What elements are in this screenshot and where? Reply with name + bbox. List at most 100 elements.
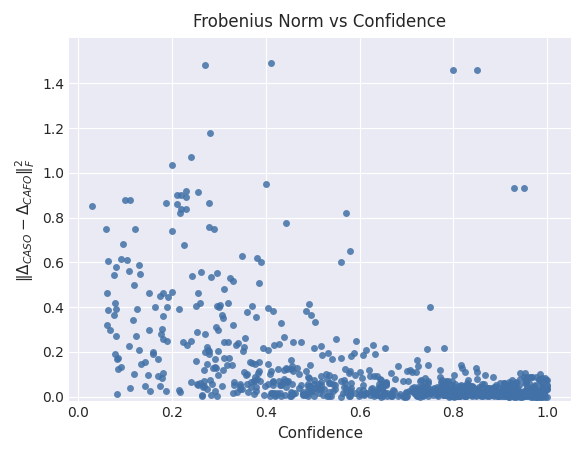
Point: [458, 387, 468, 394]
Point: [531, 393, 540, 400]
Point: [259, 344, 268, 351]
Point: [144, 289, 154, 296]
Point: [280, 334, 289, 341]
Point: [244, 388, 253, 395]
Point: [416, 378, 425, 385]
Point: [204, 348, 214, 355]
Point: [213, 302, 222, 310]
Point: [219, 355, 228, 362]
Point: [487, 391, 496, 399]
Point: [365, 366, 374, 374]
Point: [230, 381, 239, 389]
Point: [163, 337, 172, 345]
Point: [340, 365, 349, 372]
Point: [303, 393, 312, 400]
Point: [204, 199, 214, 207]
Point: [481, 372, 490, 379]
Point: [461, 385, 471, 392]
Point: [515, 391, 524, 399]
Point: [416, 376, 426, 384]
Point: [443, 391, 452, 399]
Point: [302, 390, 311, 397]
Point: [206, 273, 215, 281]
Point: [387, 389, 396, 396]
Point: [280, 392, 290, 399]
Point: [488, 373, 498, 380]
Point: [444, 388, 454, 395]
Point: [447, 388, 456, 395]
Point: [515, 391, 524, 399]
Point: [345, 391, 354, 398]
Point: [507, 386, 516, 393]
Point: [381, 380, 391, 388]
Point: [203, 361, 212, 368]
Point: [376, 393, 385, 400]
Point: [200, 62, 210, 69]
Point: [337, 355, 346, 362]
Point: [361, 390, 370, 397]
Point: [517, 393, 526, 400]
Point: [510, 390, 520, 397]
Point: [399, 377, 408, 385]
Point: [420, 390, 430, 398]
Point: [454, 393, 464, 400]
Point: [179, 241, 189, 248]
Point: [239, 369, 249, 376]
Point: [532, 386, 541, 393]
Point: [377, 377, 386, 384]
Point: [440, 383, 449, 390]
Point: [420, 374, 430, 381]
Point: [540, 384, 549, 391]
Point: [429, 387, 439, 394]
Point: [504, 391, 513, 398]
Point: [483, 387, 492, 394]
Point: [182, 194, 191, 201]
Point: [375, 376, 384, 383]
Point: [350, 371, 360, 379]
Point: [482, 390, 492, 397]
Point: [414, 385, 423, 393]
Point: [305, 361, 314, 369]
Point: [360, 390, 369, 397]
Point: [540, 393, 550, 400]
Point: [497, 391, 506, 399]
Point: [542, 377, 551, 384]
Point: [531, 392, 541, 400]
Point: [527, 391, 536, 398]
Point: [507, 382, 516, 389]
Point: [318, 351, 327, 359]
Point: [452, 386, 461, 394]
Point: [493, 393, 503, 400]
Point: [426, 390, 436, 397]
Point: [196, 269, 205, 276]
Point: [263, 381, 272, 388]
Point: [341, 388, 350, 395]
Point: [313, 381, 322, 388]
Point: [490, 383, 499, 390]
Point: [430, 387, 440, 394]
Point: [513, 392, 522, 400]
Point: [487, 384, 496, 391]
Point: [246, 384, 255, 391]
Point: [536, 393, 545, 400]
Point: [196, 299, 205, 306]
Point: [451, 386, 460, 393]
Point: [450, 380, 460, 388]
Point: [543, 385, 552, 392]
Point: [464, 381, 473, 389]
Point: [437, 386, 447, 393]
Point: [286, 392, 296, 400]
Point: [484, 393, 493, 400]
Point: [472, 388, 481, 395]
Point: [249, 377, 258, 385]
Point: [491, 385, 500, 392]
Point: [504, 381, 513, 389]
Point: [455, 390, 464, 398]
Point: [472, 385, 481, 393]
Point: [500, 384, 509, 391]
Point: [403, 367, 412, 374]
Point: [526, 393, 536, 400]
Point: [522, 391, 531, 398]
Point: [465, 386, 475, 393]
Point: [462, 379, 471, 386]
